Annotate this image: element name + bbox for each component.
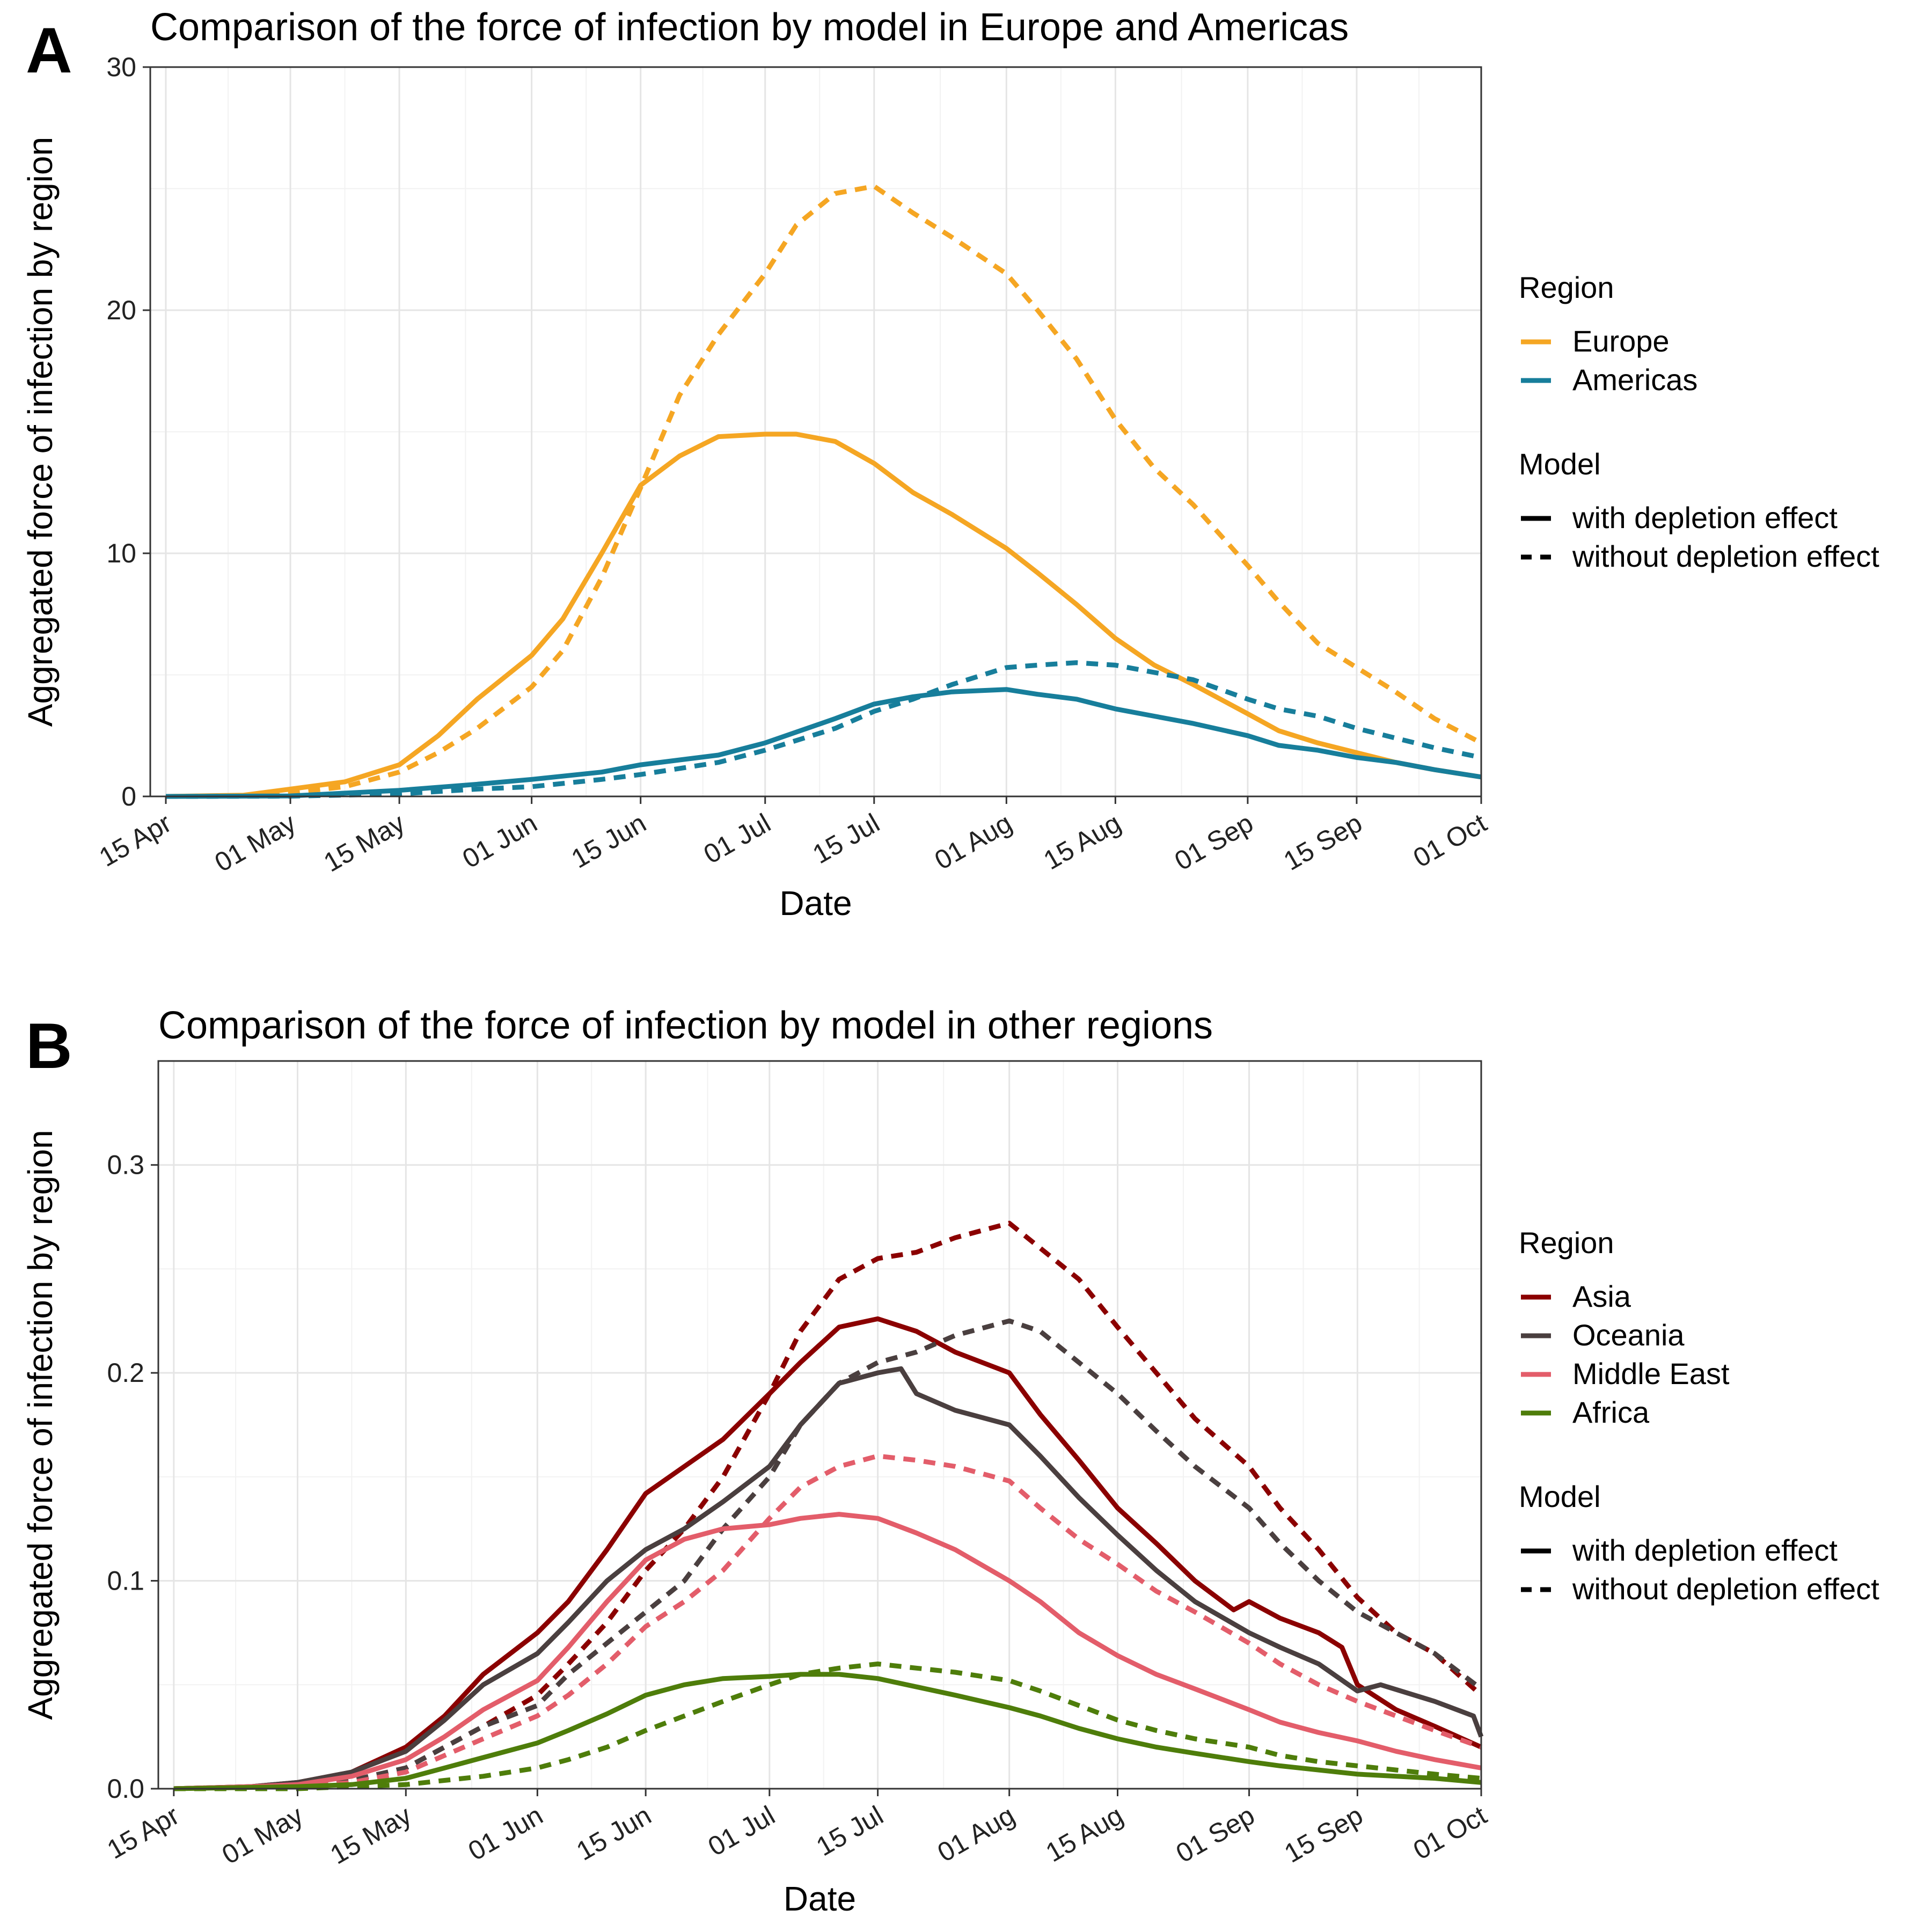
x-tick-label: 15 Jun bbox=[566, 808, 651, 874]
x-tick-label: 01 Jun bbox=[457, 808, 542, 874]
x-tick-label: 15 Apr bbox=[94, 808, 176, 873]
y-axis-title: Aggregated force of infection by region bbox=[21, 137, 60, 727]
legend-label-africa: Africa bbox=[1572, 1395, 1650, 1429]
series-line-africa-with-depletion bbox=[173, 1672, 1482, 1791]
x-tick-label: 01 Oct bbox=[1408, 1800, 1492, 1865]
series-line-europe-without-depletion bbox=[165, 184, 1483, 799]
legend-label-without-depletion-effect: without depletion effect bbox=[1572, 1572, 1879, 1606]
legend-title-region: Region bbox=[1519, 1226, 1614, 1260]
series-line-asia-with-depletion bbox=[173, 1316, 1482, 1791]
chart-title: Comparison of the force of infection by … bbox=[158, 1004, 1213, 1047]
plot-border bbox=[149, 66, 1482, 797]
legend-label-with-depletion-effect: with depletion effect bbox=[1572, 1533, 1838, 1567]
series-line-americas-with-depletion bbox=[165, 687, 1482, 799]
legend-label-europe: Europe bbox=[1572, 324, 1670, 358]
x-tick-label: 15 Jul bbox=[808, 808, 885, 869]
x-tick-label: 01 May bbox=[210, 808, 301, 877]
x-tick-label: 01 Jul bbox=[699, 808, 776, 869]
legend-title-model: Model bbox=[1519, 1480, 1601, 1513]
y-tick-label: 0 bbox=[121, 781, 136, 811]
legend-title-model: Model bbox=[1519, 447, 1601, 481]
x-tick-label: 01 Oct bbox=[1408, 808, 1492, 873]
x-tick-label: 01 Jun bbox=[463, 1800, 548, 1867]
legend: Region Asia Oceania Middle East Africa Model w… bbox=[1519, 1226, 1879, 1606]
x-tick-label: 15 Sep bbox=[1278, 808, 1367, 876]
x-tick-label: 15 Aug bbox=[1038, 808, 1126, 875]
x-tick-label: 01 Sep bbox=[1169, 808, 1258, 876]
x-tick-label: 15 May bbox=[319, 808, 410, 877]
gridlines bbox=[150, 66, 1482, 797]
x-axis-title: Date bbox=[784, 1879, 856, 1918]
legend-label-middle-east: Middle East bbox=[1572, 1357, 1730, 1391]
legend-label-americas: Americas bbox=[1572, 363, 1697, 397]
y-axis: 0.0 0.1 0.2 0.3 bbox=[107, 1150, 158, 1804]
legend-label-without-depletion-effect: without depletion effect bbox=[1572, 539, 1879, 573]
x-tick-label: 15 Aug bbox=[1041, 1800, 1128, 1868]
x-tick-label: 01 Aug bbox=[930, 808, 1017, 875]
x-tick-label: 01 Aug bbox=[932, 1800, 1020, 1868]
x-tick-label: 01 Sep bbox=[1171, 1800, 1260, 1869]
x-tick-label: 15 Jun bbox=[572, 1800, 656, 1867]
x-tick-label: 01 Jul bbox=[703, 1800, 780, 1862]
panel-b-chart: 0.0 0.1 0.2 0.3 15 Apr 01 May 15 May 01 Jun 15 J… bbox=[21, 1004, 1879, 1918]
series-line-europe-with-depletion bbox=[165, 431, 1482, 799]
y-tick-label: 20 bbox=[106, 295, 136, 325]
legend-label-oceania: Oceania bbox=[1572, 1318, 1685, 1352]
y-axis: 0 10 20 30 bbox=[106, 52, 150, 811]
x-tick-label: 15 Jul bbox=[811, 1800, 889, 1862]
x-axis: 15 Apr 01 May 15 May 01 Jun 15 Jun 01 Jul 15 J… bbox=[94, 796, 1492, 878]
legend-title-region: Region bbox=[1519, 270, 1614, 304]
plot-border bbox=[157, 1060, 1482, 1790]
panel-letter-a: A bbox=[26, 14, 72, 86]
series-line-middle-east-with-depletion bbox=[173, 1512, 1482, 1791]
series-line-africa-without-depletion bbox=[173, 1662, 1482, 1791]
x-axis-title: Date bbox=[779, 884, 852, 923]
legend-label-with-depletion-effect: with depletion effect bbox=[1572, 501, 1838, 535]
chart-title: Comparison of the force of infection by … bbox=[150, 6, 1349, 49]
series-lines bbox=[173, 1220, 1484, 1791]
series-line-asia-without-depletion bbox=[173, 1220, 1483, 1791]
y-tick-label: 0.1 bbox=[107, 1566, 144, 1596]
panel-a-chart: 0 10 20 30 15 Apr 01 May 15 May 01 Jun 15 Jun 01 … bbox=[21, 6, 1879, 923]
series-lines bbox=[165, 184, 1483, 799]
legend-label-asia: Asia bbox=[1572, 1279, 1631, 1313]
series-line-americas-without-depletion bbox=[165, 660, 1482, 799]
x-tick-label: 01 May bbox=[217, 1800, 308, 1870]
y-tick-label: 0.3 bbox=[107, 1150, 144, 1180]
x-tick-label: 15 Sep bbox=[1279, 1800, 1368, 1869]
y-axis-title: Aggregated force of infection by region bbox=[21, 1130, 60, 1719]
x-tick-label: 15 May bbox=[325, 1800, 416, 1870]
series-line-middle-east-without-depletion bbox=[173, 1453, 1482, 1791]
y-tick-label: 10 bbox=[106, 538, 136, 568]
legend: Region Europe Americas Model with depletion … bbox=[1519, 270, 1879, 573]
y-tick-label: 30 bbox=[106, 52, 136, 82]
x-tick-label: 15 Apr bbox=[102, 1800, 184, 1865]
y-tick-label: 0.0 bbox=[107, 1774, 144, 1804]
panel-letter-b: B bbox=[26, 1010, 72, 1082]
y-tick-label: 0.2 bbox=[107, 1358, 144, 1388]
series-line-oceania-with-depletion bbox=[173, 1366, 1484, 1791]
x-axis: 15 Apr 01 May 15 May 01 Jun 15 Jun 01 Jul 15 J… bbox=[102, 1789, 1492, 1870]
plot-area bbox=[158, 1061, 1481, 1789]
